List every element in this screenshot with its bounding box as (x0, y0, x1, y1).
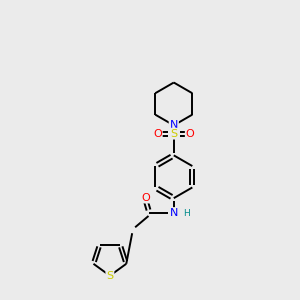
Text: N: N (169, 120, 178, 130)
Text: S: S (170, 129, 177, 139)
Text: S: S (106, 271, 113, 281)
Text: O: O (141, 193, 150, 202)
Text: N: N (169, 208, 178, 218)
Text: H: H (183, 208, 190, 217)
Text: O: O (153, 129, 162, 139)
Text: O: O (186, 129, 194, 139)
